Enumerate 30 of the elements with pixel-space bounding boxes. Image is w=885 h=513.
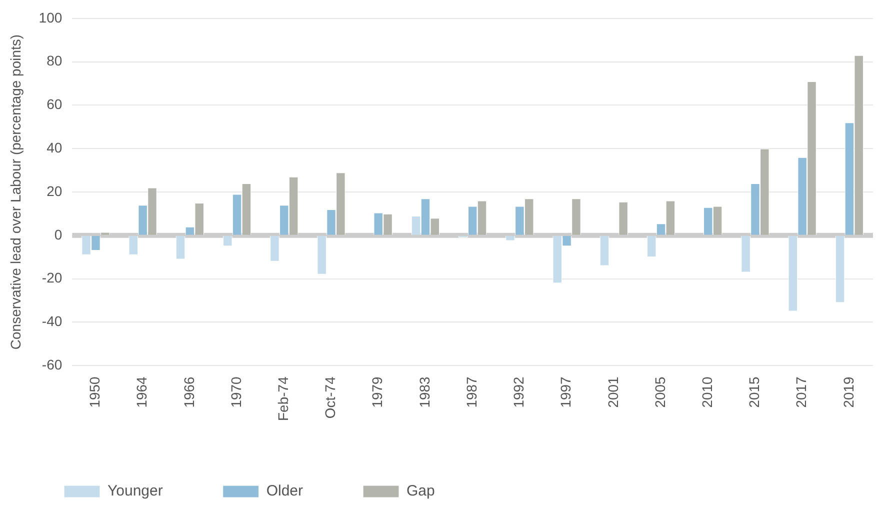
y-tick-label: 80 — [46, 52, 62, 69]
y-tick-label: 40 — [46, 139, 62, 156]
x-tick-label: 1979 — [369, 376, 386, 408]
y-tick-label: -40 — [42, 313, 62, 330]
y-tick-label: -60 — [42, 356, 62, 372]
x-tick-label: 2019 — [840, 376, 856, 408]
x-tick-label: Feb-74 — [275, 376, 292, 421]
x-tick-label: 1987 — [463, 376, 480, 408]
x-tick-label: 1983 — [416, 376, 432, 408]
x-tick-label: 2015 — [746, 376, 762, 408]
legend-label: Younger — [108, 482, 163, 500]
x-tick-label: 1964 — [134, 376, 150, 408]
x-tick-label: 1970 — [228, 376, 244, 408]
y-axis-title: Conservative lead over Labour (percentage points) — [7, 34, 24, 350]
x-tick-label: 1950 — [86, 376, 103, 408]
y-tick-label: -20 — [42, 270, 62, 286]
x-tick-label: 1997 — [558, 376, 574, 408]
x-tick-label: 2001 — [604, 376, 621, 408]
y-tick-label: 100 — [38, 9, 62, 26]
x-tick-label: 2010 — [698, 376, 715, 408]
x-tick-label: 1966 — [180, 376, 197, 408]
x-tick-label: 1992 — [510, 376, 527, 408]
y-tick-label: 60 — [46, 96, 62, 112]
x-tick-label: 2005 — [652, 376, 668, 408]
x-tick-label: Oct-74 — [322, 376, 338, 419]
y-tick-label: 20 — [46, 182, 62, 199]
legend-label: Gap — [406, 482, 435, 500]
legend-label: Older — [266, 482, 304, 500]
x-tick-label: 2017 — [793, 376, 810, 408]
y-tick-label: 0 — [54, 226, 62, 242]
